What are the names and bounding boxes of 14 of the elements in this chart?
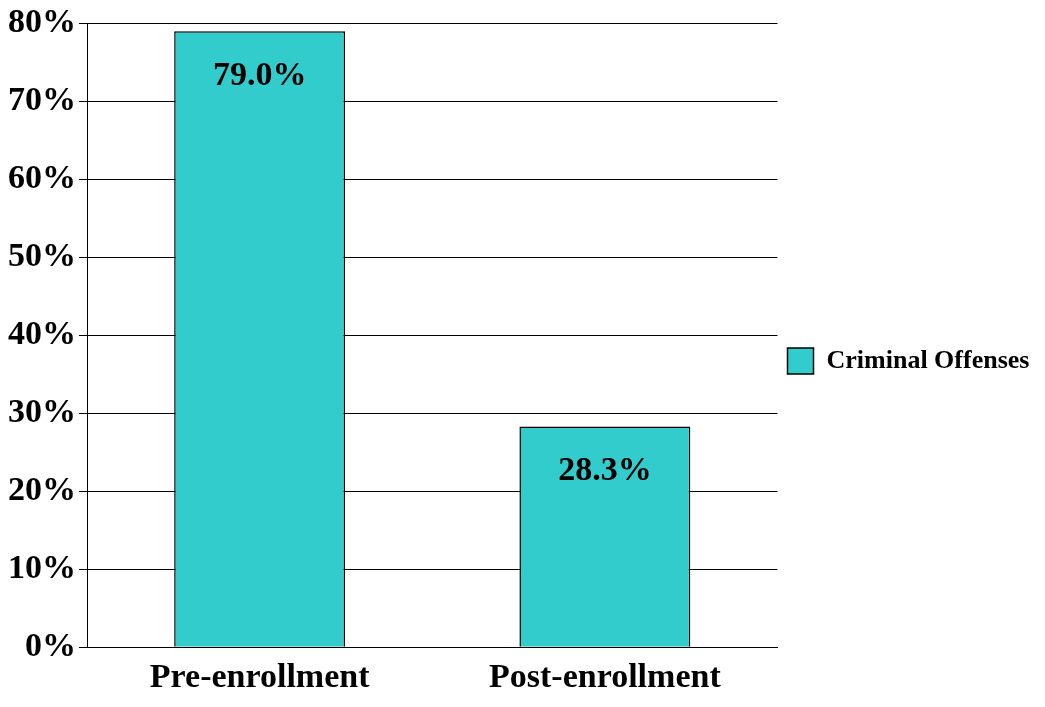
y-tick-label: 60% (8, 158, 76, 196)
x-tick-label: Post-enrollment (489, 657, 722, 695)
data-label: 28.3% (558, 450, 652, 488)
y-tick-label: 80% (8, 2, 76, 40)
y-tick-label: 50% (8, 236, 76, 274)
y-tick-label: 70% (8, 80, 76, 118)
x-tick-label: Pre-enrollment (149, 657, 371, 695)
y-tick-label: 0% (25, 625, 76, 663)
y-tick-label: 10% (8, 548, 76, 586)
legend-label: Criminal Offenses (826, 344, 1030, 374)
y-tick-label: 40% (8, 314, 76, 352)
data-label: 79.0% (212, 54, 307, 92)
y-tick-label: 30% (8, 392, 76, 430)
y-tick-label: 20% (8, 470, 76, 508)
